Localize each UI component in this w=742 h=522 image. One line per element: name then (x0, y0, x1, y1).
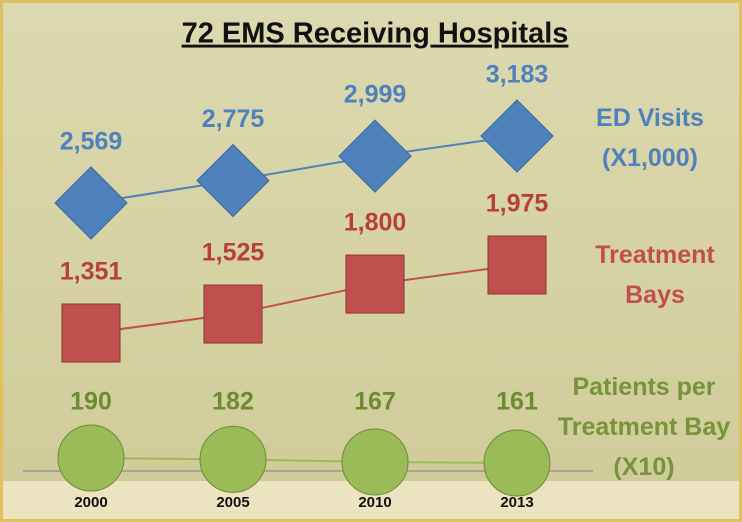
x-tick-label: 2000 (74, 494, 107, 511)
marker (57, 424, 125, 492)
series-line (90, 264, 518, 334)
data-label: 1,800 (344, 209, 407, 237)
series-line (90, 135, 518, 204)
legend-entry: Patients per Treatment Bay (X10) (557, 373, 731, 481)
marker (487, 235, 547, 295)
marker (338, 119, 412, 193)
marker (341, 428, 409, 496)
legend-entry: ED Visits (X1,000) (596, 104, 704, 172)
data-label: 182 (212, 388, 254, 416)
plot: 72 EMS Receiving Hospitals 2000 2005 2010 2… (23, 18, 593, 511)
marker (54, 166, 128, 240)
data-label: 2,569 (60, 128, 123, 156)
marker (196, 143, 270, 218)
data-label: 1,975 (486, 190, 549, 218)
data-label: 1,351 (60, 258, 123, 286)
x-tick-label: 2013 (500, 494, 533, 511)
x-tick-label: 2010 (358, 494, 391, 511)
data-label: 167 (354, 388, 396, 416)
data-label: 161 (496, 388, 538, 416)
marker (203, 284, 263, 344)
data-label: 2,999 (344, 81, 407, 109)
marker (199, 425, 267, 493)
marker (480, 99, 554, 173)
marker (61, 303, 121, 363)
marker (483, 429, 551, 497)
data-label: 190 (70, 388, 112, 416)
chart-title: 72 EMS Receiving Hospitals (182, 18, 569, 50)
series-line (90, 457, 518, 464)
data-label: 3,183 (486, 61, 549, 89)
data-label: 1,525 (202, 239, 265, 267)
marker (345, 254, 405, 314)
legend-entry: Treatment Bays (595, 241, 715, 309)
x-tick-label: 2005 (216, 494, 249, 511)
data-label: 2,775 (202, 105, 265, 133)
